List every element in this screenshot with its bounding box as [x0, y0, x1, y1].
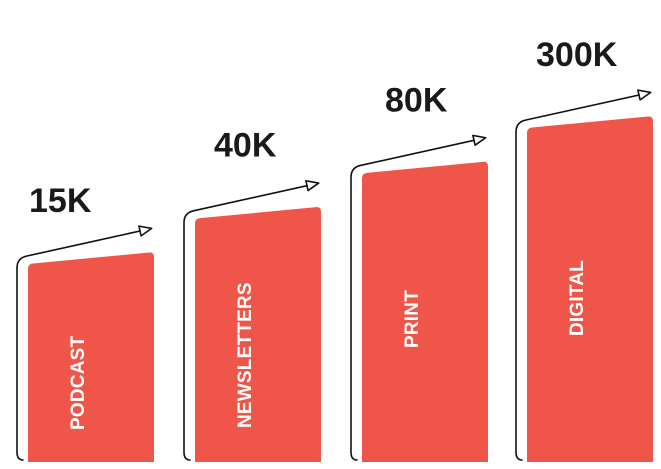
bar-digital	[527, 116, 653, 463]
arrow-line-print	[350, 139, 475, 461]
bar-print	[362, 161, 488, 462]
bar-newsletters	[195, 207, 321, 462]
arrows-layer	[16, 89, 652, 461]
arrow-head-podcast	[138, 225, 153, 237]
arrow-head-print	[472, 134, 487, 147]
arrow-line-digital	[515, 94, 640, 461]
value-label-newsletters: 40K	[214, 127, 277, 165]
bars-layer	[28, 116, 653, 463]
arrow-head-digital	[637, 89, 652, 101]
category-label-digital: DIGITAL	[567, 260, 588, 336]
value-label-podcast: 15K	[29, 182, 92, 220]
category-label-podcast: PODCAST	[68, 336, 89, 430]
value-label-print: 80K	[385, 81, 448, 119]
labels-layer: 15K PODCAST 40K NEWSLETTERS 80K PRINT 300K DIGI…	[29, 36, 618, 430]
arrow-line-podcast	[16, 230, 141, 461]
arrow-line-newsletters	[183, 184, 308, 461]
category-label-print: PRINT	[402, 290, 423, 348]
value-label-digital: 300K	[536, 36, 618, 74]
arrow-head-newsletters	[305, 179, 320, 192]
bar-podcast	[28, 252, 154, 462]
category-label-newsletters: NEWSLETTERS	[235, 282, 256, 428]
